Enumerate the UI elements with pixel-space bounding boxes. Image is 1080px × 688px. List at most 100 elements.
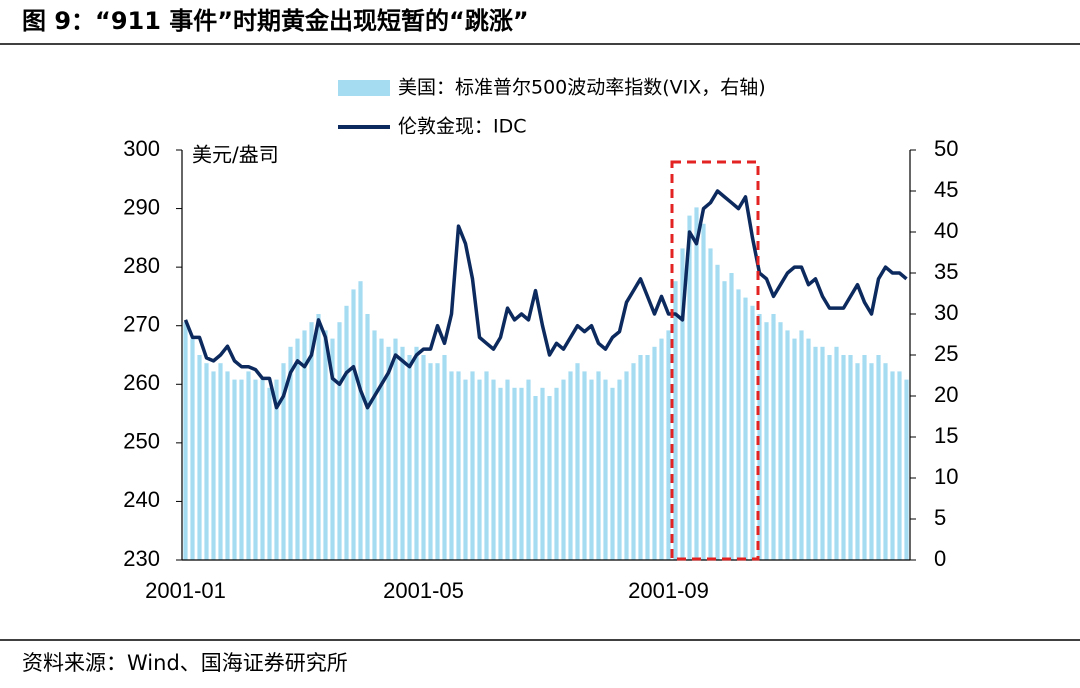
bar <box>771 314 776 560</box>
bar <box>484 371 489 560</box>
source: 资料来源：Wind、国海证券研究所 <box>22 651 348 675</box>
bar <box>505 379 510 560</box>
bar <box>246 371 251 560</box>
y-tick-label: 230 <box>123 546 160 571</box>
bar <box>225 371 230 560</box>
bar <box>386 346 391 560</box>
y2-tick-label: 0 <box>934 546 946 571</box>
bar <box>253 379 258 560</box>
bar <box>288 346 293 560</box>
bar <box>897 371 902 560</box>
y-axis-label: 美元/盎司 <box>192 143 279 167</box>
bar <box>848 355 853 560</box>
bar <box>778 322 783 560</box>
legend-label: 美国：标准普尔500波动率指数(VIX，右轴) <box>398 77 766 99</box>
bar <box>694 207 699 560</box>
bar <box>820 346 825 560</box>
bar <box>323 330 328 560</box>
bar <box>449 371 454 560</box>
bar <box>442 355 447 560</box>
bar <box>813 346 818 560</box>
y2-tick-label: 15 <box>934 423 958 448</box>
bar <box>652 346 657 560</box>
bar <box>190 338 195 560</box>
bar <box>197 355 202 560</box>
bar <box>701 223 706 561</box>
bar <box>267 387 272 560</box>
y-tick-label: 260 <box>123 370 160 395</box>
bar <box>659 338 664 560</box>
y2-tick-label: 45 <box>934 177 958 202</box>
bar <box>274 379 279 560</box>
bar <box>827 355 832 560</box>
bar <box>351 289 356 560</box>
bar <box>365 314 370 560</box>
bar <box>379 338 384 560</box>
bar <box>582 371 587 560</box>
bar <box>610 387 615 560</box>
x-tick-label: 2001-01 <box>145 578 226 603</box>
highlight-box <box>670 160 760 561</box>
bar <box>554 387 559 560</box>
y2-tick-label: 20 <box>934 382 958 407</box>
bar <box>862 355 867 560</box>
bar <box>624 371 629 560</box>
bar <box>792 338 797 560</box>
bar <box>183 322 188 560</box>
bar <box>435 363 440 560</box>
bar <box>218 363 223 560</box>
bar <box>211 371 216 560</box>
bar <box>722 281 727 560</box>
bar <box>260 379 265 560</box>
bar <box>841 355 846 560</box>
bar <box>589 379 594 560</box>
bar <box>631 363 636 560</box>
bar <box>568 371 573 560</box>
bar <box>575 363 580 560</box>
y-tick-label: 280 <box>123 253 160 278</box>
bar <box>491 379 496 560</box>
bar <box>428 363 433 560</box>
bar <box>477 379 482 560</box>
y-tick-label: 300 <box>123 136 160 161</box>
bar <box>400 346 405 560</box>
bar <box>498 387 503 560</box>
bar <box>708 248 713 560</box>
legend-label: 伦敦金现：IDC <box>398 116 527 138</box>
bar <box>638 355 643 560</box>
y2-tick-label: 50 <box>934 136 958 161</box>
y2-tick-label: 10 <box>934 464 958 489</box>
bar <box>799 330 804 560</box>
y2-tick-label: 5 <box>934 505 946 530</box>
y2-tick-label: 35 <box>934 259 958 284</box>
bar <box>295 338 300 560</box>
bar <box>239 379 244 560</box>
y-tick-label: 270 <box>123 312 160 337</box>
bar <box>463 379 468 560</box>
bar <box>715 264 720 560</box>
y-tick-label: 250 <box>123 429 160 454</box>
bar <box>533 396 538 560</box>
bar <box>309 322 314 560</box>
bar <box>414 346 419 560</box>
bar <box>344 305 349 560</box>
y2-tick-label: 30 <box>934 300 958 325</box>
bar <box>302 330 307 560</box>
bar <box>869 363 874 560</box>
chart-title: 图 9：“911 事件”时期黄金出现短暂的“跳涨” <box>22 7 529 35</box>
bar <box>603 379 608 560</box>
line <box>183 189 908 410</box>
bar <box>890 371 895 560</box>
bar <box>512 387 517 560</box>
bar <box>540 387 545 560</box>
bar <box>855 363 860 560</box>
bar <box>596 371 601 560</box>
bar <box>393 338 398 560</box>
bar <box>673 281 678 560</box>
bar <box>617 379 622 560</box>
bar <box>750 305 755 560</box>
bar <box>904 379 909 560</box>
y2-tick-label: 40 <box>934 218 958 243</box>
bar <box>561 379 566 560</box>
